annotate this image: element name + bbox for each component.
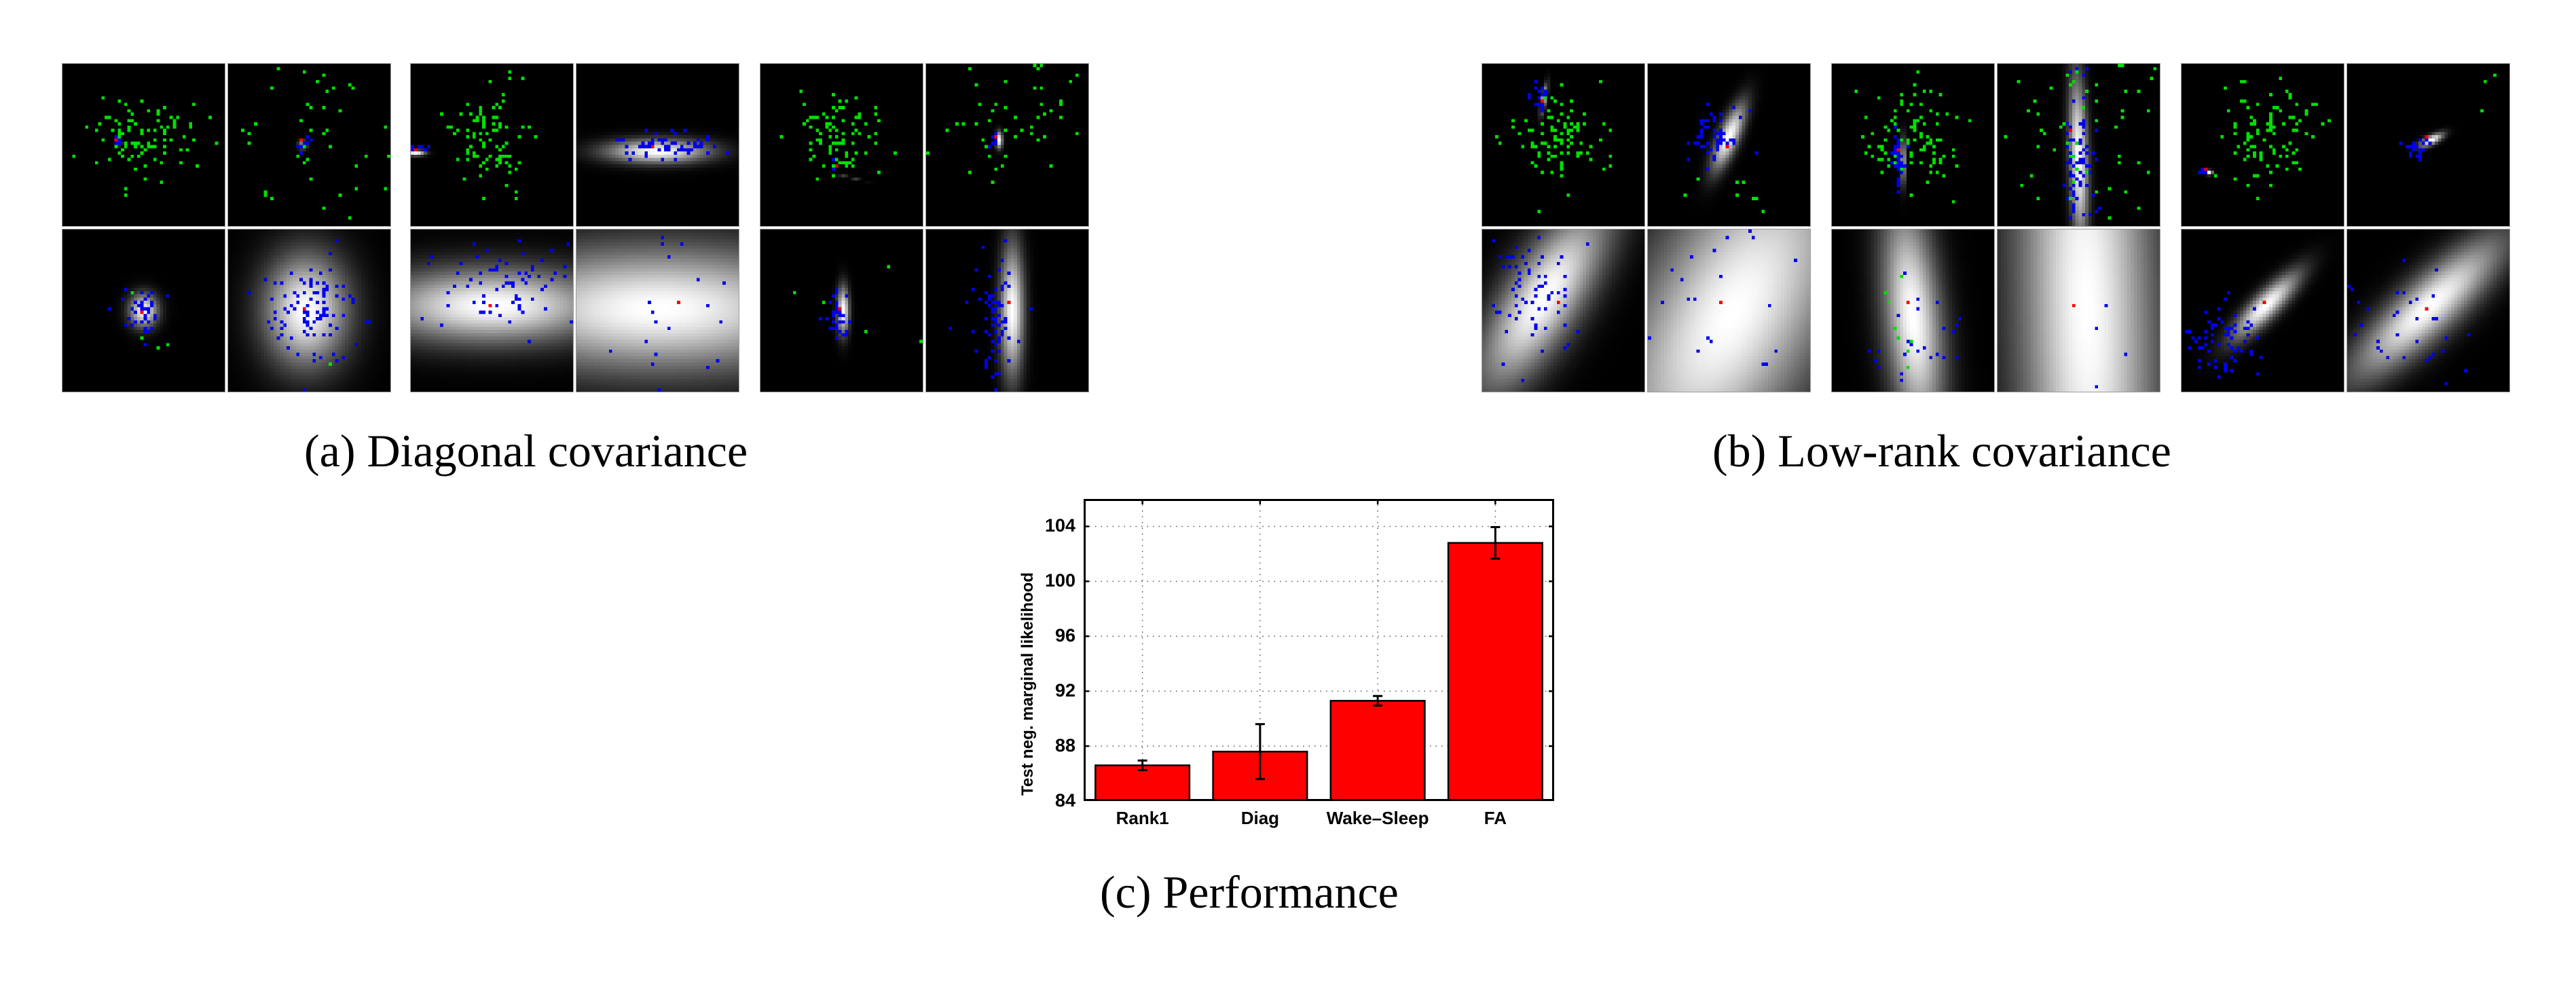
scatter-cell <box>228 229 390 392</box>
scatter-image <box>760 229 923 392</box>
scatter-cell <box>411 229 573 392</box>
scatter-cell <box>576 229 739 392</box>
caption-a: (a) Diagonal covariance <box>304 425 748 477</box>
y-tick-label: 100 <box>1044 570 1075 591</box>
panel-block-a-1 <box>62 64 390 392</box>
panel-block-b-3 <box>2182 64 2509 392</box>
caption-c: (c) Performance <box>1100 866 1399 918</box>
scatter-cell <box>62 64 225 226</box>
scatter-image <box>2182 229 2344 392</box>
scatter-cell <box>411 64 573 226</box>
axes-frame <box>1084 499 1554 801</box>
panel-block-b-1 <box>1482 64 1810 392</box>
scatter-cell <box>62 229 225 392</box>
scatter-cell <box>1998 229 2160 392</box>
x-tick-label: Wake–Sleep <box>1326 808 1429 828</box>
scatter-image <box>576 64 739 226</box>
panel-block-b-2 <box>1832 64 2160 392</box>
scatter-image <box>1648 229 1810 392</box>
scatter-image <box>2347 229 2509 392</box>
scatter-image <box>1482 229 1644 392</box>
scatter-image <box>1482 64 1644 226</box>
scatter-image <box>1998 229 2160 392</box>
scatter-cell <box>2347 229 2509 392</box>
scatter-image <box>1998 64 2160 226</box>
scatter-image <box>1648 64 1810 226</box>
panel-block-a-3 <box>760 64 1088 392</box>
scatter-cell <box>2182 229 2344 392</box>
scatter-image <box>228 64 390 226</box>
scatter-cell <box>1648 229 1810 392</box>
scatter-image <box>760 64 923 226</box>
scatter-cell <box>1832 229 1994 392</box>
scatter-cell <box>926 64 1088 226</box>
scatter-image <box>2347 64 2509 226</box>
x-tick-label: Rank1 <box>1116 808 1169 828</box>
scatter-cell <box>576 64 739 226</box>
y-tick-label: 104 <box>1044 515 1075 536</box>
bar <box>1329 700 1426 801</box>
scatter-image <box>576 229 739 392</box>
scatter-image <box>411 229 573 392</box>
scatter-cell <box>926 229 1088 392</box>
scatter-cell <box>760 64 923 226</box>
plot-area <box>1084 499 1554 801</box>
scatter-image <box>228 229 390 392</box>
y-tick-label: 96 <box>1054 625 1075 646</box>
scatter-cell <box>1482 229 1644 392</box>
scatter-image <box>1832 229 1994 392</box>
scatter-cell <box>1648 64 1810 226</box>
scatter-image <box>926 64 1088 226</box>
y-tick-label: 88 <box>1054 735 1075 756</box>
scatter-image <box>62 229 225 392</box>
scatter-cell <box>760 229 923 392</box>
scatter-image <box>62 64 225 226</box>
scatter-cell <box>228 64 390 226</box>
scatter-cell <box>2182 64 2344 226</box>
scatter-cell <box>1482 64 1644 226</box>
scatter-image <box>411 64 573 226</box>
scatter-cell <box>1998 64 2160 226</box>
scatter-cell <box>2347 64 2509 226</box>
scatter-image <box>1832 64 1994 226</box>
panel-block-a-2 <box>411 64 739 392</box>
x-tick-label: Diag <box>1240 808 1280 828</box>
scatter-cell <box>1832 64 1994 226</box>
scatter-image <box>926 229 1088 392</box>
caption-b: (b) Low-rank covariance <box>1712 425 2171 477</box>
x-tick-label: FA <box>1484 808 1507 828</box>
y-tick-label: 84 <box>1054 790 1075 811</box>
bar <box>1447 542 1543 801</box>
y-tick-label: 92 <box>1054 680 1075 701</box>
scatter-image <box>2182 64 2344 226</box>
